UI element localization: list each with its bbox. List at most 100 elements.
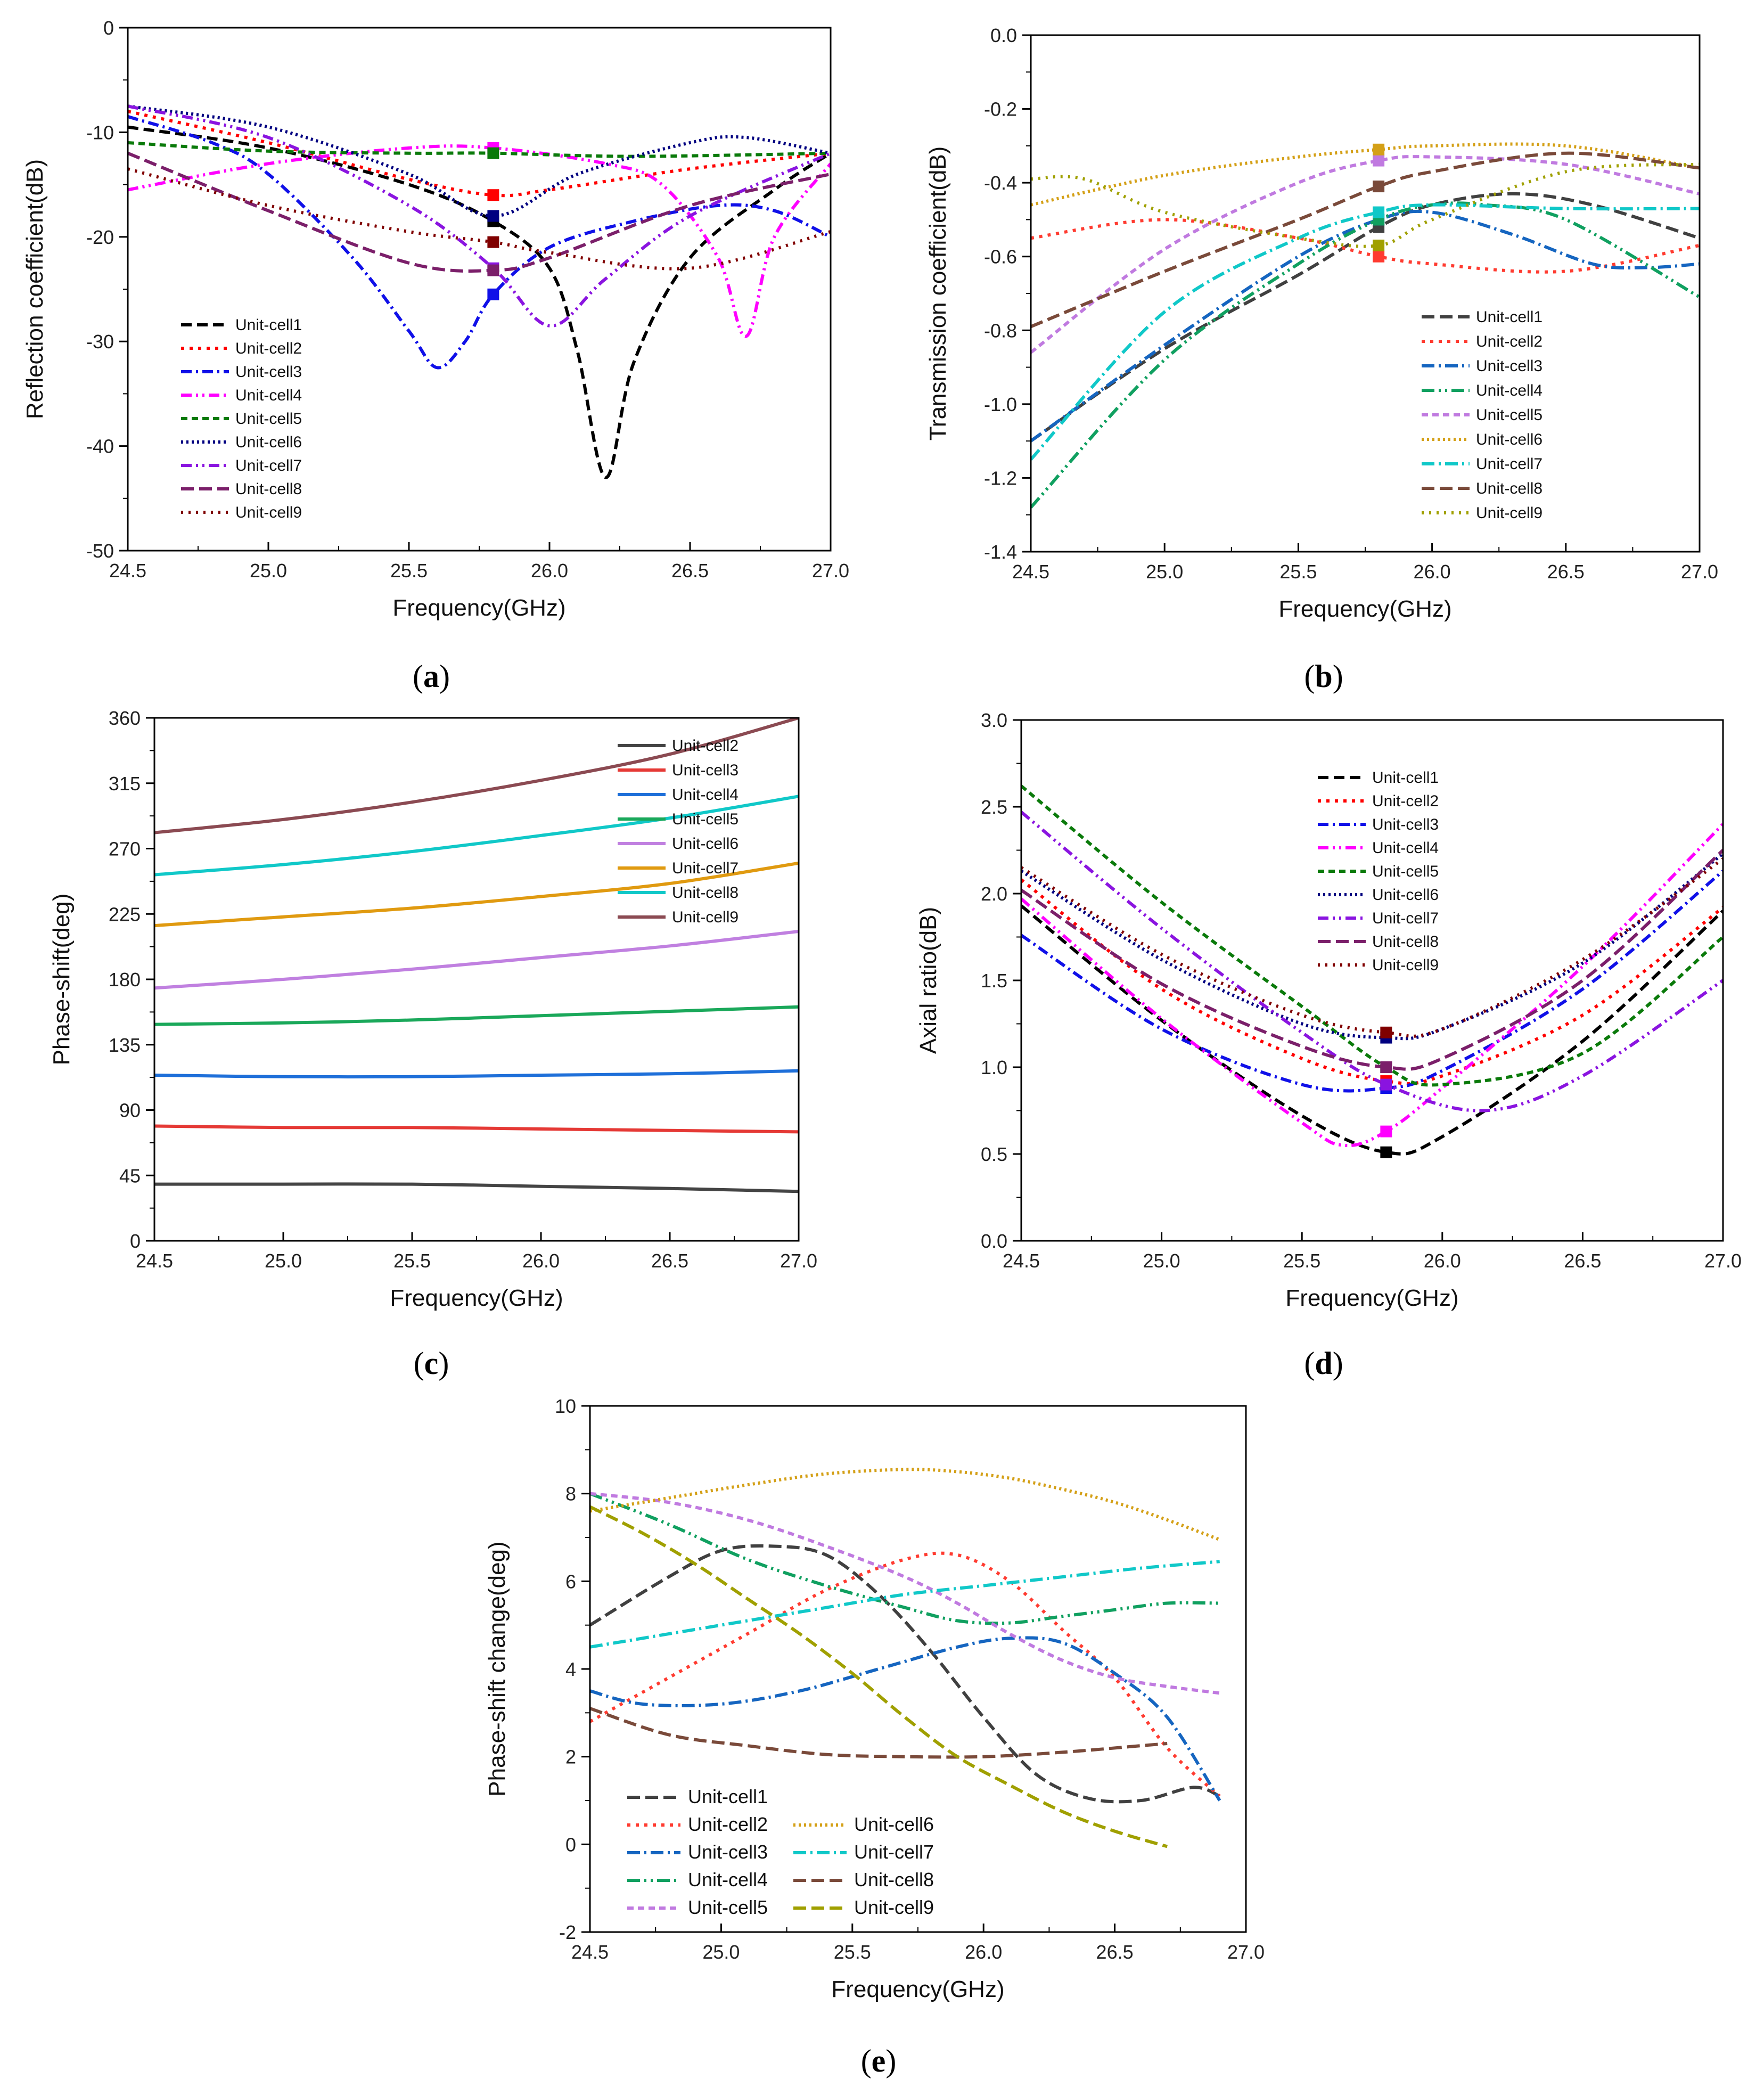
legend-label: Unit-cell6 <box>1476 431 1543 448</box>
x-axis-title: Frequency(GHz) <box>1278 596 1451 622</box>
series-line-unit-cell1 <box>590 1544 1220 1804</box>
legend-label: Unit-cell4 <box>672 786 739 804</box>
legend-label: Unit-cell4 <box>1372 839 1439 857</box>
x-tick-label: 25.5 <box>834 1941 871 1963</box>
x-tick-label: 26.5 <box>671 560 709 582</box>
y-tick-label: 180 <box>109 969 141 991</box>
legend-label: Unit-cell4 <box>1476 382 1543 399</box>
x-tick-label: 26.5 <box>651 1250 688 1272</box>
series-line-unit-cell6 <box>128 104 831 218</box>
series-line-unit-cell1 <box>1031 192 1700 443</box>
x-tick-label: 27.0 <box>1704 1250 1742 1272</box>
legend-label: Unit-cell3 <box>672 762 739 779</box>
series-line-unit-cell2 <box>590 1551 1221 1798</box>
legend-label: Unit-cell7 <box>235 457 302 474</box>
series-line-unit-cell6 <box>154 930 799 990</box>
legend-label: Unit-cell1 <box>688 1786 768 1807</box>
x-tick-label: 24.5 <box>571 1941 609 1963</box>
series-line-unit-cell8 <box>154 795 799 877</box>
legend-label: Unit-cell2 <box>688 1813 768 1835</box>
panel-a: 24.5 25.0 25.5 26.0 26.5 27.0 -50 -40 -30 -20 -10 0… <box>22 17 849 694</box>
x-tick-label: 25.0 <box>702 1941 740 1963</box>
y-tick-label: 3.0 <box>981 709 1007 731</box>
y-tick-label: -50 <box>86 540 114 562</box>
y-tick-label: -20 <box>86 226 114 248</box>
legend-label: Unit-cell3 <box>1372 816 1439 833</box>
y-tick-label: -10 <box>86 121 114 143</box>
x-tick-label: 24.5 <box>1003 1250 1040 1272</box>
y-tick-label: 4 <box>565 1658 576 1680</box>
legend: Unit-cell2 Unit-cell3 Unit-cell4 Unit-cell5… <box>618 737 739 926</box>
y-axis-title: Phase-shift(deg) <box>48 894 75 1066</box>
y-tick-label: 2.0 <box>981 883 1007 905</box>
data-marker-unit-cell9 <box>1380 1026 1392 1038</box>
legend: Unit-cell1 Unit-cell2 Unit-cell3 Unit-cell4… <box>1422 308 1543 522</box>
x-tick-label: 25.0 <box>1146 561 1183 583</box>
series-line-unit-cell5 <box>590 1492 1220 1695</box>
y-tick-label: 1.5 <box>981 970 1007 992</box>
y-axis-title: Phase-shift change(deg) <box>484 1541 510 1796</box>
y-tick-label: 10 <box>555 1395 576 1417</box>
y-tick-label: 1.0 <box>981 1057 1007 1078</box>
legend-label: Unit-cell1 <box>1372 769 1439 787</box>
x-tick-label: 26.5 <box>1564 1250 1601 1272</box>
x-tick-label: 25.0 <box>265 1250 302 1272</box>
data-marker-unit-cell9 <box>1373 239 1385 251</box>
series-line-unit-cell4 <box>154 1069 799 1079</box>
legend-label: Unit-cell4 <box>235 387 302 404</box>
data-marker-unit-cell6 <box>487 210 499 222</box>
x-tick-label: 26.0 <box>1424 1250 1461 1272</box>
y-tick-label: 135 <box>109 1034 141 1056</box>
legend-label: Unit-cell2 <box>1372 792 1439 810</box>
legend-label: Unit-cell9 <box>1476 504 1543 522</box>
legend-label: Unit-cell3 <box>1476 357 1543 375</box>
series-line-unit-cell7 <box>1021 811 1723 1112</box>
panel-caption: (d) <box>1304 1346 1343 1381</box>
x-tick-label: 26.5 <box>1547 561 1585 583</box>
y-axis-title: Transmission coefficient(dB) <box>925 146 951 441</box>
series-line-unit-cell3 <box>1031 209 1700 443</box>
series-line-unit-cell3 <box>128 115 831 370</box>
legend-label: Unit-cell1 <box>1476 308 1543 326</box>
y-tick-label: 270 <box>109 838 141 860</box>
data-marker-unit-cell7 <box>1373 206 1385 218</box>
y-axis-title: Reflection coefficient(dB) <box>22 159 48 419</box>
y-tick-label: 0 <box>565 1834 576 1855</box>
y-tick-label: 0 <box>130 1230 141 1252</box>
x-tick-label: 25.0 <box>1143 1250 1180 1272</box>
data-marker-unit-cell4 <box>1380 1125 1392 1137</box>
series-line-unit-cell2 <box>154 1182 799 1193</box>
series-group <box>590 1468 1221 1848</box>
legend-label: Unit-cell9 <box>1372 956 1439 974</box>
y-tick-label: 315 <box>109 773 141 795</box>
x-tick-label: 25.5 <box>393 1250 431 1272</box>
y-tick-label: 225 <box>109 903 141 925</box>
y-tick-label: -0.6 <box>984 246 1017 268</box>
x-tick-label: 25.5 <box>1283 1250 1320 1272</box>
series-line-unit-cell5 <box>154 1005 799 1026</box>
data-marker-unit-cell8 <box>1373 181 1385 193</box>
series-line-unit-cell7 <box>154 861 799 928</box>
y-tick-label: 2.5 <box>981 796 1007 818</box>
legend-label: Unit-cell8 <box>1372 933 1439 951</box>
legend-label: Unit-cell6 <box>672 835 739 853</box>
series-line-unit-cell9 <box>590 1505 1168 1848</box>
x-tick-label: 26.0 <box>965 1941 1002 1963</box>
series-line-unit-cell4 <box>128 144 831 338</box>
y-tick-label: 0.0 <box>981 1230 1007 1252</box>
legend-label: Unit-cell7 <box>1476 455 1543 473</box>
data-marker-unit-cell5 <box>1373 154 1385 167</box>
panel-caption: (e) <box>861 2043 897 2078</box>
legend-label: Unit-cell6 <box>235 433 302 451</box>
panel-caption: (c) <box>414 1346 449 1381</box>
legend-label: Unit-cell2 <box>235 340 302 357</box>
panel-e: 24.5 25.0 25.5 26.0 26.5 27.0 -2 0 2 4 6 8 10 Frequen… <box>484 1395 1265 2078</box>
legend-label: Unit-cell1 <box>235 316 302 334</box>
series-line-unit-cell1 <box>128 125 831 479</box>
legend-label: Unit-cell8 <box>235 480 302 498</box>
y-tick-label: -0.4 <box>984 172 1017 194</box>
y-tick-label: -30 <box>86 331 114 353</box>
panel-d: 24.5 25.0 25.5 26.0 26.5 27.0 0.0 0.5 1.0 1.5 2.0 2… <box>915 709 1742 1381</box>
legend-label: Unit-cell7 <box>854 1841 934 1863</box>
series-line-unit-cell9 <box>1031 162 1700 248</box>
